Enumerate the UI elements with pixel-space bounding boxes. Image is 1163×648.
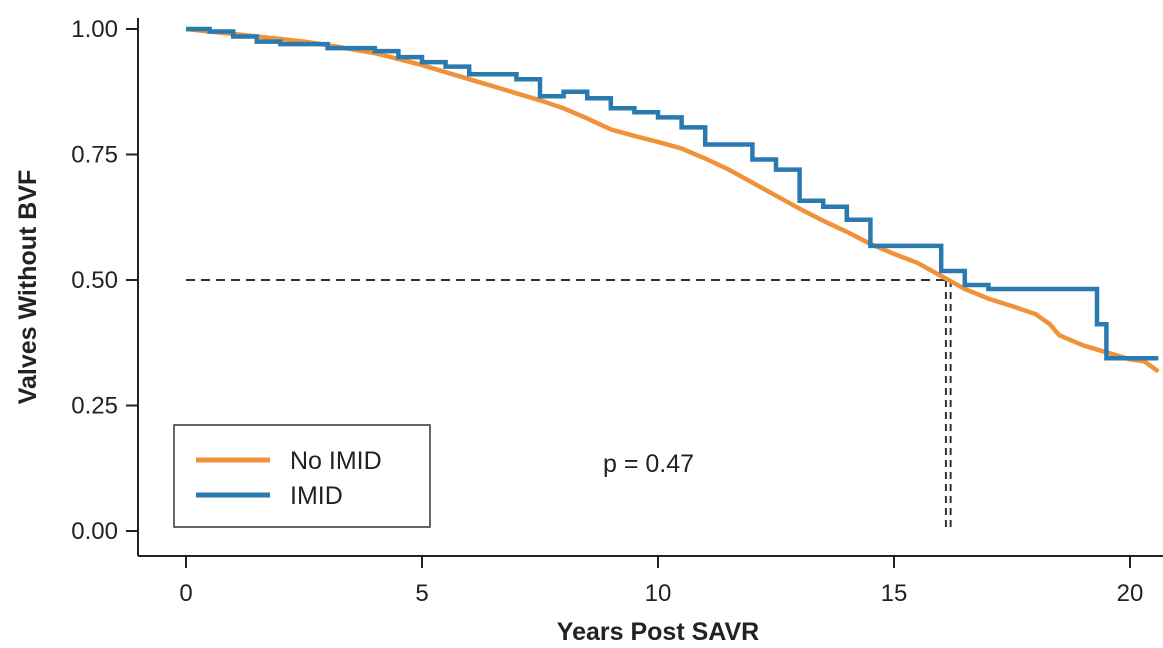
y-tick-label: 0.00: [71, 518, 118, 545]
x-tick-label: 15: [881, 580, 908, 607]
x-axis-title: Years Post SAVR: [557, 618, 759, 646]
x-tick-label: 10: [645, 580, 672, 607]
x-tick-label: 20: [1117, 580, 1144, 607]
legend-label-no-imid: No IMID: [290, 447, 382, 475]
y-tick-label: 0.75: [71, 142, 118, 169]
p-value-annotation: p = 0.47: [603, 450, 694, 478]
series-layer: [185, 26, 1160, 374]
legend-box: [173, 424, 431, 528]
y-tick-label: 1.00: [71, 16, 118, 43]
x-tick-label: 0: [179, 580, 192, 607]
legend-label-imid: IMID: [290, 482, 343, 510]
series-line-no-imid: [185, 26, 1160, 374]
x-tick-label: 5: [415, 580, 428, 607]
median-reference-lines: [186, 279, 952, 531]
legend: No IMID IMID: [173, 424, 431, 528]
series-line-imid: [186, 26, 1159, 361]
y-axis-title: Valves Without BVF: [14, 170, 42, 405]
y-tick-label: 0.50: [71, 267, 118, 294]
y-ticks: 0.00 0.25 0.50 0.75 1.00: [71, 16, 138, 545]
axes: [137, 18, 1163, 557]
x-ticks: 0 5 10 15 20: [179, 556, 1143, 607]
y-tick-label: 0.25: [71, 393, 118, 420]
